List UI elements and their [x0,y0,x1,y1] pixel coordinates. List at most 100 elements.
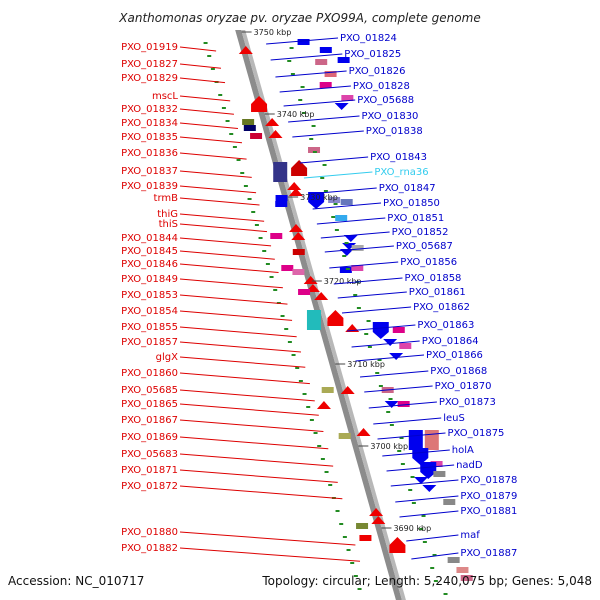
scale-tick [309,138,314,140]
gene-label-leader [324,245,394,253]
gene-label: PXO_01881 [460,506,517,517]
gene-label: PXO_01863 [417,320,474,331]
scale-tick [430,567,435,569]
gene-label-leader [179,46,217,52]
scale-tick [443,593,448,595]
scale-tick [210,68,215,70]
gene-label-leader [179,95,231,102]
gene-label: PXO_01856 [400,257,457,268]
scale-tick [229,133,234,135]
gene-feature-54 [316,401,331,409]
gene-label-leader [341,306,412,314]
gene-label-leader [179,485,343,500]
scale-tick [339,523,344,525]
forward-gene-labels: PXO_01919 PXO_01827 PXO_01829 mscL PXO_01832… [121,42,361,562]
gene-feature-13 [250,133,263,139]
gene-label: PXO_01878 [460,475,517,486]
gene-label: maf [460,530,480,541]
gene-feature-19 [287,182,302,190]
gene-feature-37 [303,276,318,284]
gene-feature-73 [447,557,460,563]
gene-label-leader [279,85,351,93]
scale-tick [389,424,394,426]
gene-label: PXO_01839 [121,181,178,192]
gene-label: PXO_01873 [439,397,496,408]
gene-label-leader [179,136,243,144]
scale-tick [388,398,393,400]
gene-label-leader [337,291,407,299]
gene-label: PXO_01832 [121,104,178,115]
scale-tick [367,346,372,348]
scale-tick [273,289,278,291]
gene-label-leader [179,372,310,385]
gene-feature-39 [298,289,311,295]
gene-feature-57 [338,433,351,439]
gene-feature-1 [238,46,253,54]
gene-feature-55 [384,401,399,408]
gene-label-leader [179,197,260,206]
gene-label: PXO_01875 [448,428,505,439]
reverse-gene-labels: PXO_01824 PXO_01825 PXO_01826 PXO_01828 PXO_… [266,33,517,560]
gene-feature-14 [265,118,280,126]
scale-tick [377,359,382,361]
scale-tick [345,268,350,270]
gene-label: PXO_05687 [396,241,453,252]
gene-feature-22 [275,201,288,207]
gene-label: PXO_01868 [430,366,487,377]
scale-mark-label: 3690 kbp [393,524,431,533]
scale-tick [295,367,300,369]
gene-label-leader [399,510,459,518]
scale-tick [320,177,325,179]
gene-label: nadD [456,460,483,471]
gene-label: PXO_01879 [460,491,517,502]
gene-label-leader [275,70,347,78]
gene-label: holA [452,445,474,456]
scale-tick [342,536,347,538]
gene-label: PXO_01838 [366,126,423,137]
scale-mark-label: 3750 kbp [254,28,292,37]
scale-tick [218,94,223,96]
scale-mark-label: 3740 kbp [277,110,315,119]
gene-label-leader [359,370,429,378]
scale-tick [284,328,289,330]
gene-label: PXO_01836 [121,148,178,159]
gene-label-leader [179,326,297,338]
scale-tick [344,242,349,244]
gene-label: PXO_01843 [370,152,427,163]
gene-label: PXO_01887 [460,548,517,559]
gene-label-leader [179,213,265,222]
scale-tick [240,172,245,174]
gene-feature-51 [321,387,334,393]
gene-label: PXO_01850 [383,198,440,209]
gene-label: PXO_01882 [121,543,178,554]
gene-feature-56 [397,401,410,407]
rna-label: PXO_rna36 [374,167,428,178]
gene-label: PXO_01855 [121,322,178,333]
gene-label: PXO_01869 [121,432,178,443]
gene-feature-65 [414,477,429,484]
gene-label: trmB [154,193,179,204]
gene-feature-71 [359,535,372,541]
gene-label: PXO_01837 [121,166,178,177]
gene-feature-9 [334,103,349,110]
gene-label-leader [179,122,239,129]
scale-tick [287,341,292,343]
gene-label-leader [179,469,338,483]
gene-label-leader [179,436,329,450]
gene-feature-52 [340,386,355,394]
scale-tick [298,99,303,101]
scale-tick [301,112,306,114]
gene-label-leader [347,324,416,332]
gene-feature-8 [341,95,354,101]
scale-tick [397,450,402,452]
scale-tick [353,294,358,296]
gene-feature-24 [328,197,341,203]
scale-tick [350,562,355,564]
scale-tick [258,237,263,239]
gene-feature-66 [422,485,437,492]
scale-tick [408,489,413,491]
scale-tick [287,60,292,62]
gene-feature-5 [315,59,328,65]
genome-summary-text: Topology: circular; Length: 5,240,075 bp… [261,574,592,588]
gene-feature-36 [292,269,305,275]
